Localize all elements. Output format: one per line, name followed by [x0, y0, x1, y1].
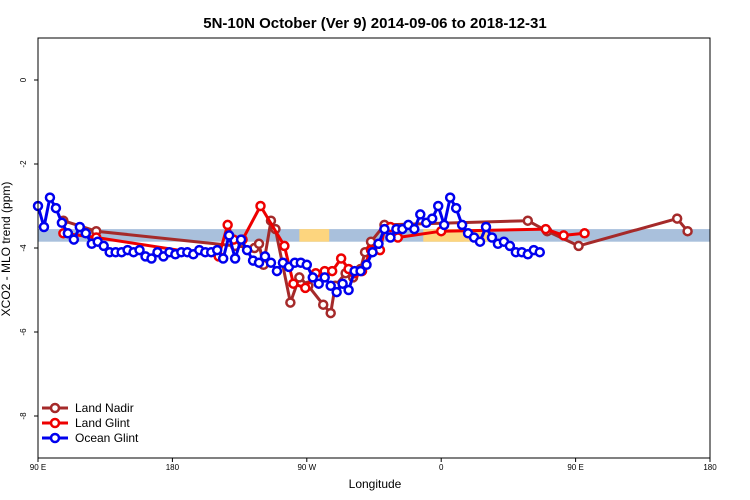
data-point [265, 257, 277, 268]
data-point [294, 272, 305, 283]
x-axis: 90 E 180 90 W 0 90 E 180 [30, 458, 717, 472]
legend-item: Land Nadir [42, 401, 134, 415]
data-point [573, 240, 584, 252]
data-point [235, 234, 247, 245]
x-tick-label: 180 [166, 463, 180, 472]
plot-area [32, 192, 710, 319]
data-point [98, 240, 109, 252]
data-point [486, 232, 498, 243]
data-point [50, 202, 62, 214]
data-point [241, 244, 253, 256]
data-point [379, 223, 390, 235]
data-point [300, 282, 311, 294]
data-point [444, 192, 456, 203]
data-point [331, 286, 342, 298]
legend-item: Land Glint [42, 416, 130, 430]
y-tick-label: -4 [19, 244, 28, 252]
data-point [474, 236, 486, 247]
data-point [504, 240, 516, 252]
data-point [337, 278, 348, 289]
data-point [62, 228, 74, 239]
data-point [373, 238, 384, 250]
data-point [44, 192, 56, 203]
data-point [682, 225, 693, 237]
data-point [279, 240, 290, 252]
data-point [317, 299, 329, 310]
data-point [325, 280, 336, 292]
data-point [558, 230, 569, 241]
data-point [343, 284, 354, 296]
data-point [335, 253, 347, 264]
y-tick-label: -6 [19, 328, 28, 336]
legend-marker [49, 402, 61, 414]
legend-item: Ocean Glint [42, 431, 139, 445]
data-point [671, 213, 683, 224]
data-point [522, 215, 534, 226]
y-axis: 0 -2 -4 -6 -8 [19, 77, 38, 420]
y-tick-label: -8 [19, 412, 28, 420]
data-point [229, 253, 241, 264]
data-point [307, 272, 319, 283]
data-point [313, 278, 324, 289]
data-point [367, 246, 378, 258]
data-point [415, 209, 426, 220]
y-tick-label: -2 [19, 160, 28, 168]
x-tick-label: 90 W [297, 463, 316, 472]
data-point [80, 228, 92, 239]
data-point [450, 202, 462, 214]
x-tick-label: 90 E [30, 463, 46, 472]
y-tick-label: 0 [19, 77, 28, 82]
data-point [222, 219, 233, 231]
data-point [438, 219, 450, 231]
data-point [253, 238, 265, 250]
data-point [534, 246, 546, 258]
data-point [456, 219, 468, 231]
data-point [540, 223, 551, 235]
data-point [259, 251, 271, 262]
legend-label: Land Glint [75, 416, 130, 430]
data-point [326, 265, 338, 277]
chart-title: 5N-10N October (Ver 9) 2014-09-06 to 201… [203, 15, 547, 32]
data-point [68, 234, 80, 245]
data-point [301, 259, 313, 271]
series-ocean-glint [32, 192, 546, 298]
data-point [38, 221, 50, 233]
data-point [271, 265, 283, 277]
data-point [385, 232, 396, 243]
data-point [409, 223, 420, 235]
data-point [361, 259, 372, 271]
data-point [288, 278, 299, 289]
data-point [432, 200, 444, 212]
legend-label: Ocean Glint [75, 431, 139, 445]
data-point [217, 253, 229, 264]
data-point [426, 213, 438, 224]
data-point [325, 307, 336, 319]
data-point [146, 253, 157, 264]
legend-marker [49, 432, 61, 444]
land-region-fill [299, 229, 330, 242]
data-point [319, 272, 330, 283]
data-point [211, 244, 223, 256]
x-axis-label: Longitude [349, 477, 402, 491]
data-point [253, 257, 265, 268]
x-tick-label: 90 E [567, 463, 583, 472]
data-point [255, 200, 266, 212]
data-point [223, 230, 235, 241]
data-point [355, 265, 366, 277]
data-point [480, 221, 492, 233]
x-tick-label: 180 [703, 463, 717, 472]
data-point [134, 244, 145, 256]
x-tick-label: 0 [439, 463, 444, 472]
legend-marker [49, 417, 61, 429]
data-point [285, 297, 296, 308]
data-point [74, 221, 86, 233]
legend-label: Land Nadir [75, 401, 134, 415]
data-point [579, 228, 590, 239]
y-axis-label: XCO2 - MLO trend (ppm) [0, 182, 13, 317]
data-point [56, 217, 68, 229]
